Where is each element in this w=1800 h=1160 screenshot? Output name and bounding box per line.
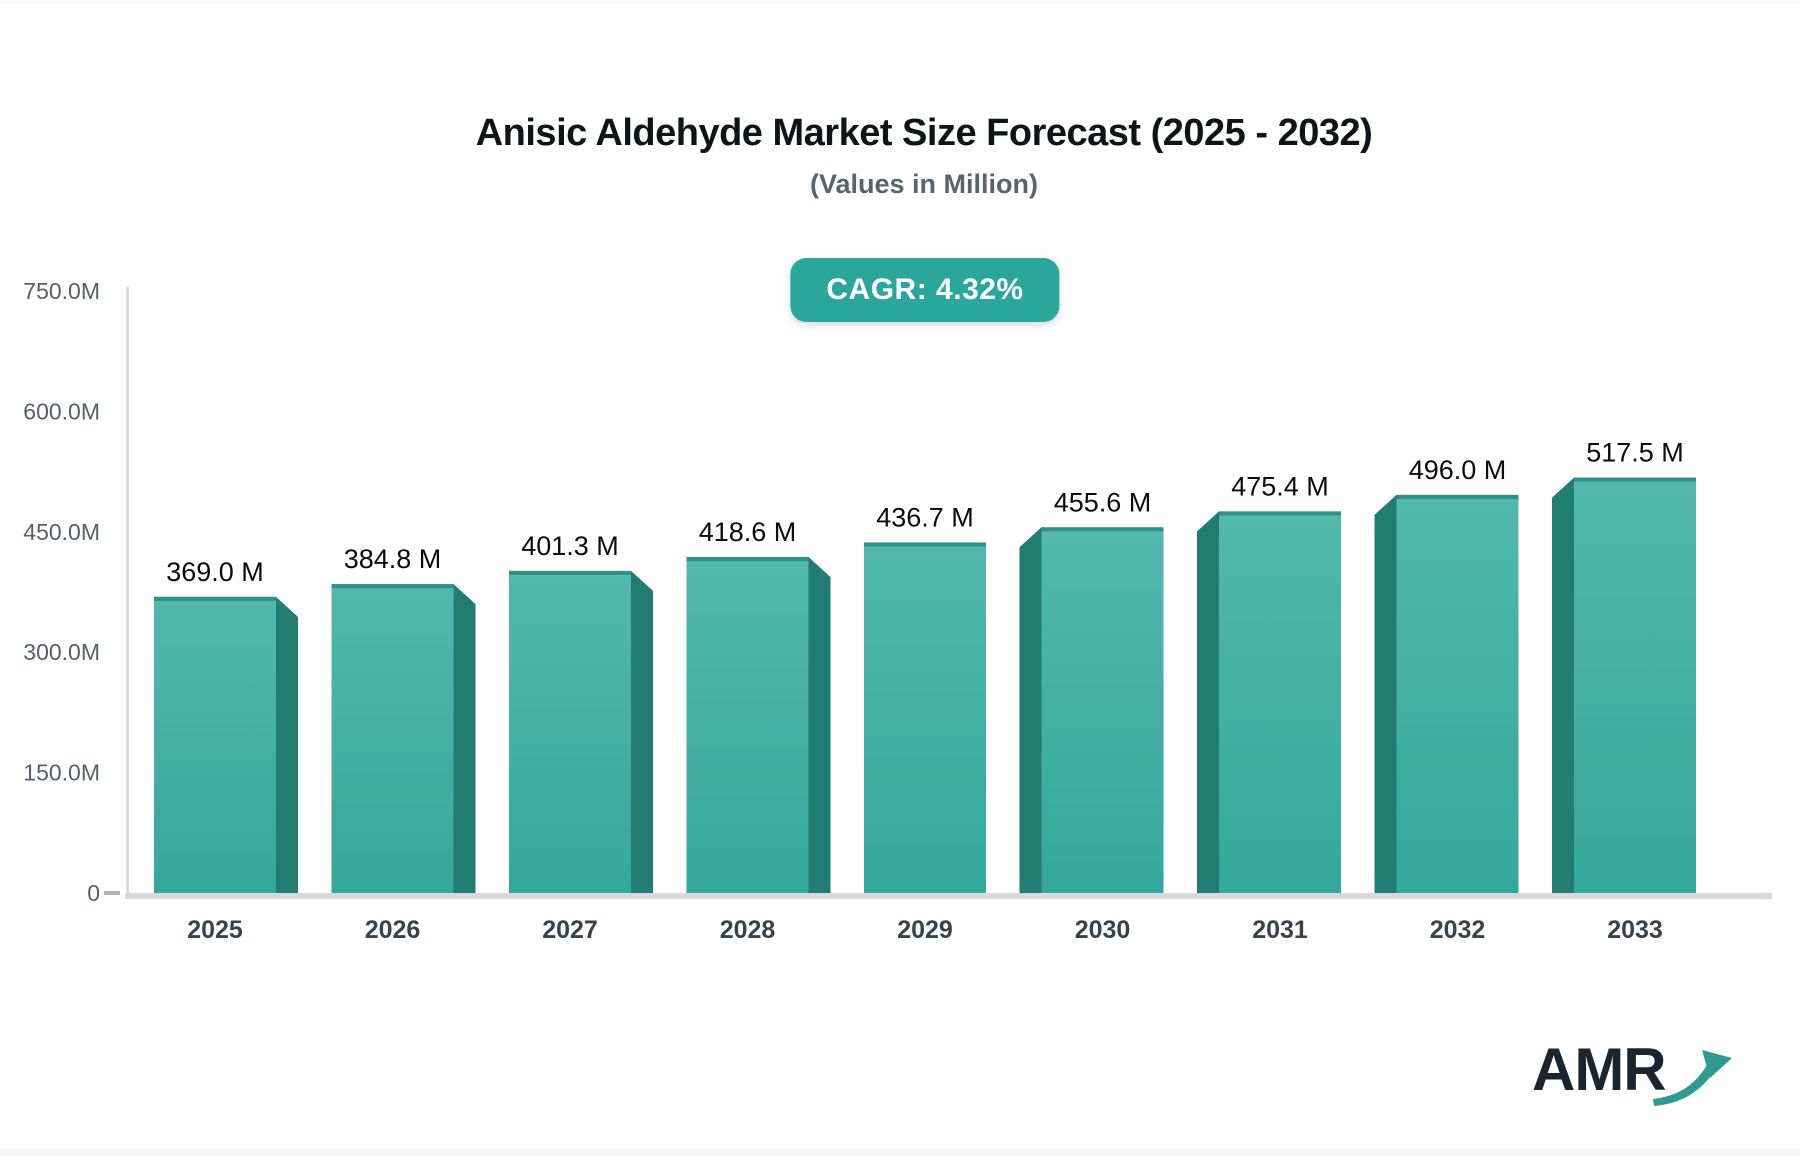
bar-side-3d [1019,527,1042,893]
bar-value-label: 384.8 M [344,544,442,574]
bar-face [154,596,276,893]
bar-group-2028: 418.6 M 2028 [686,517,831,944]
x-tick-label: 2026 [365,916,421,944]
y-tick-label: 450.0M [23,519,100,545]
bar-face [1041,527,1164,893]
amr-logo: AMR [1532,1040,1736,1114]
bar-top-edge [509,570,631,575]
bar-group-2026: 384.8 M 2026 [331,544,476,944]
y-axis-line [126,287,129,899]
growth-arrow-icon [1652,1050,1732,1106]
bottom-edge-strip [0,1149,1800,1156]
amr-logo-text: AMR [1532,1036,1667,1103]
bar-value-label: 496.0 M [1409,455,1507,485]
zero-tick-mark [104,891,120,895]
bar-top-edge [686,557,809,562]
bar-group-2027: 401.3 M 2027 [509,531,653,944]
bar-side-3d [1197,511,1219,893]
bar-group-2032: 496.0 M 2032 [1374,455,1519,944]
bar-face [509,570,631,893]
bar-group-2029: 436.7 M 2029 [864,502,986,944]
y-tick-label: 0 [87,880,100,906]
x-tick-label: 2033 [1607,916,1663,944]
x-axis-line [125,893,1772,899]
x-tick-label: 2025 [187,916,243,944]
bar-group-2025: 369.0 M 2025 [154,557,298,944]
bar-face [686,557,809,893]
bar-group-2033: 517.5 M 2033 [1552,438,1696,944]
bar-face [331,584,454,893]
page-subtitle: (Values in Million) [809,169,1039,199]
bar-group-2030: 455.6 M 2030 [1019,487,1164,944]
bar-top-edge [1574,477,1696,482]
bar-side-3d [1552,477,1574,893]
bar-value-label: 401.3 M [521,531,619,561]
y-tick-label: 600.0M [23,398,100,424]
page-title: Anisic Aldehyde Market Size Forecast (20… [475,112,1373,154]
bar-side-3d [631,570,653,893]
bar-top-edge [1396,494,1519,499]
x-tick-label: 2029 [897,916,953,944]
bar-side-3d [453,584,476,893]
x-tick-label: 2031 [1252,916,1308,944]
bar-value-label: 517.5 M [1586,438,1684,468]
x-tick-label: 2030 [1075,916,1131,944]
bar-chart-canvas: 0 150.0M 300.0M 450.0M 600.0M 750.0M 369.0 M 20… [23,278,1772,944]
bar-top-edge [864,542,986,547]
bar-top-edge [1219,511,1341,516]
x-tick-label: 2032 [1430,916,1486,944]
bar-top-edge [1041,527,1164,532]
bar-side-3d [276,596,298,893]
y-tick-label: 150.0M [23,760,100,786]
bar-top-edge [154,596,276,601]
bar-side-3d [808,557,831,893]
chart-header: Anisic Aldehyde Market Size Forecast (20… [24,112,1800,200]
bar-face [864,542,986,893]
x-tick-label: 2027 [542,916,598,944]
bar-face [1396,494,1519,893]
bar-value-label: 369.0 M [166,557,264,587]
x-tick-label: 2028 [720,916,776,944]
bar-face [1219,511,1341,893]
bar-group-2031: 475.4 M 2031 [1197,471,1341,944]
bar-top-edge [331,584,454,589]
bar-face [1574,477,1696,893]
bar-side-3d [1374,494,1397,893]
bar-value-label: 418.6 M [699,517,797,547]
y-tick-label: 750.0M [23,278,100,304]
y-tick-label: 300.0M [23,639,100,665]
bar-value-label: 436.7 M [876,502,974,532]
bar-value-label: 455.6 M [1054,487,1152,517]
bar-value-label: 475.4 M [1231,471,1329,501]
cagr-badge: CAGR: 4.32% [790,258,1060,322]
